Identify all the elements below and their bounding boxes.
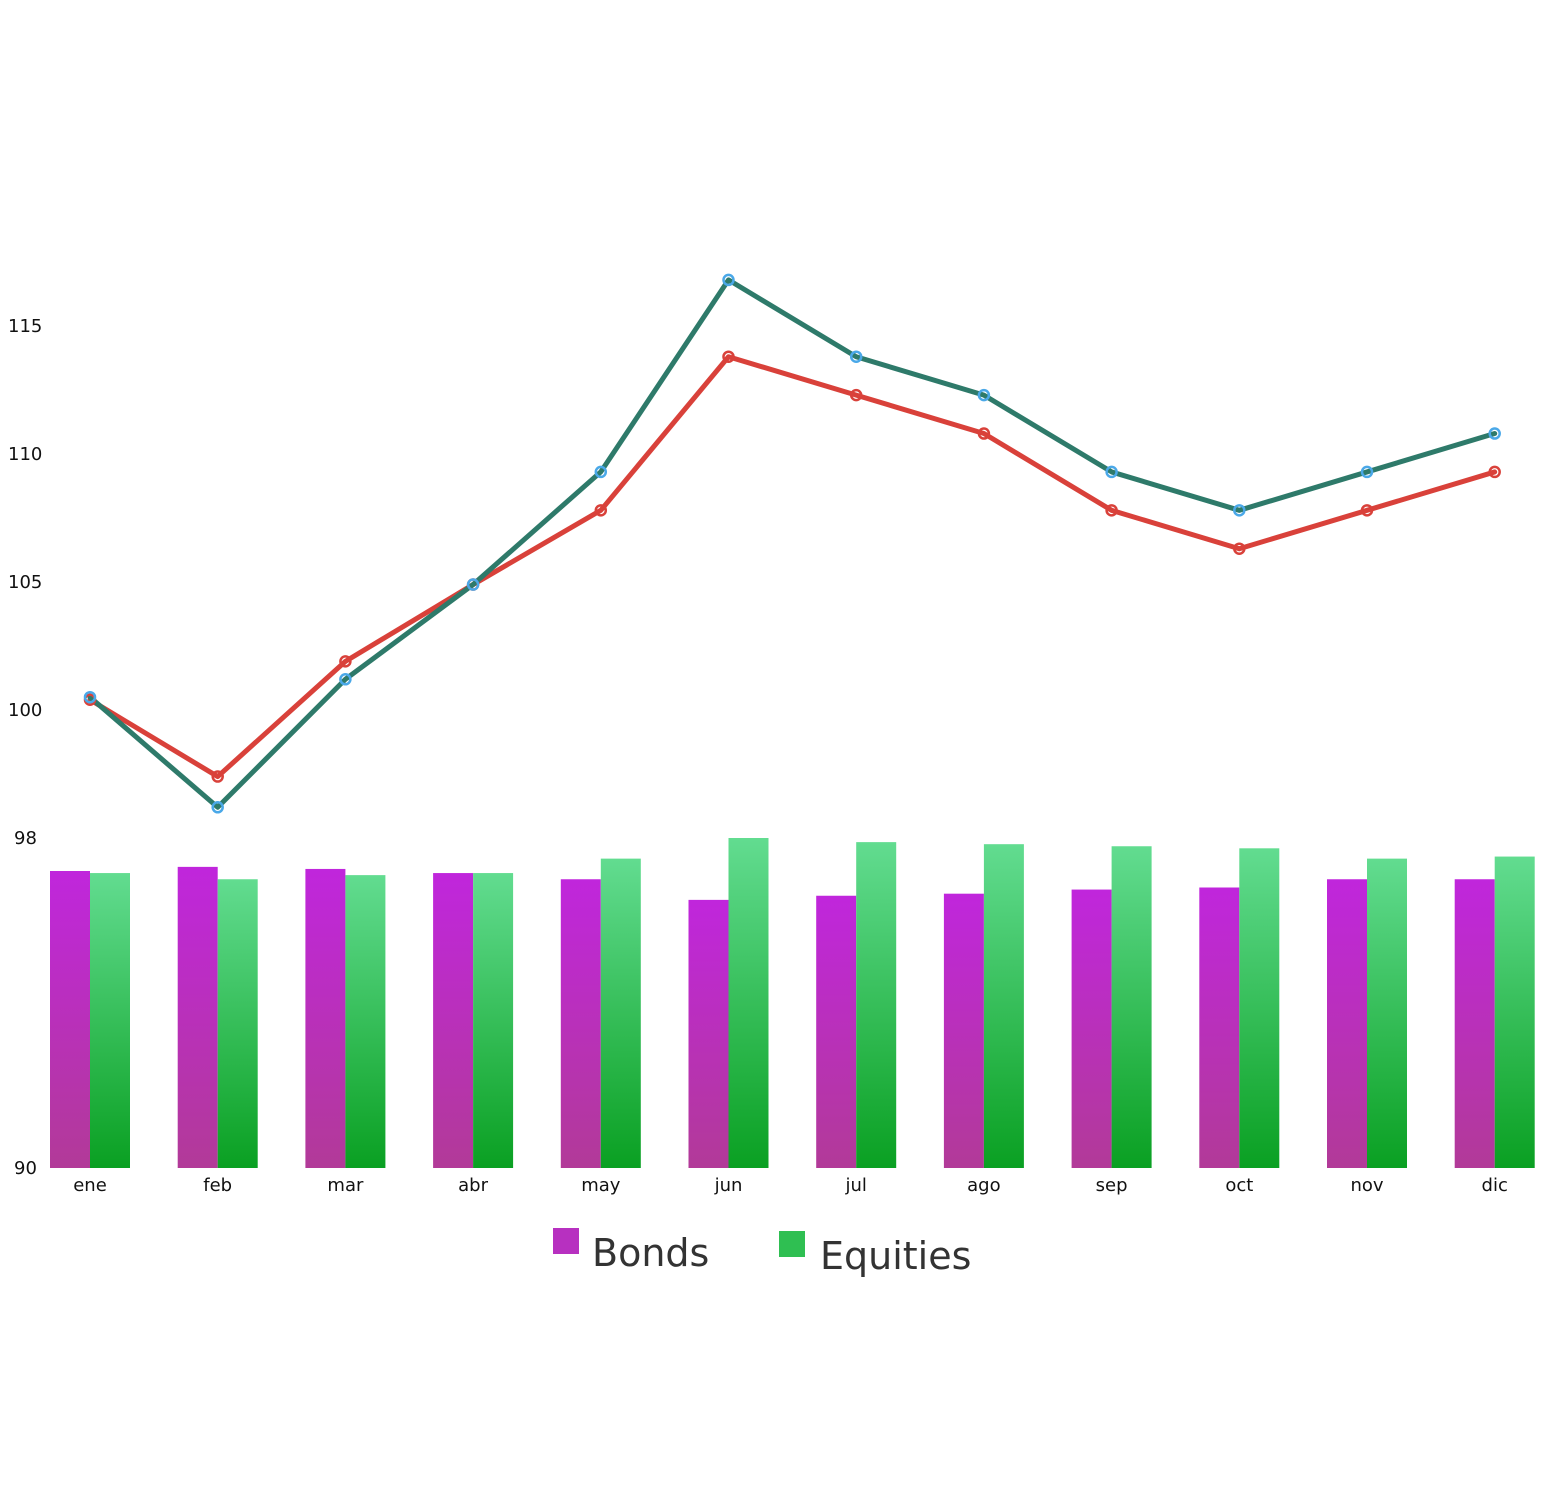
legend-swatch-bonds — [553, 1228, 579, 1254]
x-tick-label: may — [581, 1175, 621, 1196]
line-point-teal-abr — [466, 578, 480, 591]
x-axis: ene feb mar abr may jun jul ago sep oct nov dic — [73, 1175, 1508, 1196]
bar-bonds-dic — [1454, 879, 1495, 1168]
bar-bonds-jul — [816, 895, 857, 1168]
bar-equities-feb — [217, 879, 258, 1168]
x-tick-label: nov — [1350, 1175, 1383, 1196]
line-y-tick-115: 115 — [8, 316, 42, 337]
x-tick-label: sep — [1096, 1175, 1128, 1196]
bar-equities-mar — [345, 875, 386, 1168]
line-point-teal-mar — [339, 673, 352, 686]
bar-bonds-ago — [943, 893, 984, 1168]
x-tick-label: jun — [714, 1175, 743, 1196]
line-point-red-ago — [977, 427, 991, 440]
bar-equities-may — [600, 858, 641, 1168]
line-point-red-jun — [722, 350, 735, 363]
line-point-teal-dic — [1488, 427, 1501, 440]
bar-y-tick-98: 98 — [14, 828, 37, 849]
line-point-red-sep — [1105, 504, 1118, 517]
line-point-teal-feb — [211, 801, 224, 814]
line-point-teal-sep — [1105, 465, 1118, 479]
bar-panel: 90 98 — [14, 828, 1535, 1179]
line-point-red-feb — [211, 770, 224, 783]
x-tick-label: feb — [203, 1175, 232, 1196]
line-point-red-may — [594, 504, 608, 517]
bar-y-tick-90: 90 — [14, 1158, 37, 1179]
bar-equities-sep — [1111, 846, 1152, 1168]
line-point-red-jul — [849, 388, 863, 402]
x-tick-label: mar — [327, 1175, 364, 1196]
bar-equities-jun — [728, 838, 769, 1168]
bar-bonds-jun — [688, 899, 729, 1168]
x-tick-label: oct — [1225, 1175, 1253, 1196]
legend-swatch-equities — [779, 1231, 805, 1257]
line-series-teal — [87, 277, 1498, 810]
line-point-teal-jul — [849, 350, 863, 363]
line-point-red-nov — [1360, 504, 1374, 517]
line-point-teal-oct — [1233, 504, 1246, 517]
line-series-red — [87, 354, 1498, 780]
legend-label-bonds: Bonds — [592, 1231, 709, 1275]
bar-bonds-abr — [433, 873, 474, 1168]
line-y-tick-105: 105 — [8, 572, 42, 593]
line-panel: 100 105 110 115 — [8, 273, 1501, 814]
line-point-teal-ago — [977, 388, 991, 402]
bar-bonds-ene — [50, 871, 90, 1168]
legend-label-equities: Equities — [820, 1234, 971, 1278]
legend-item-bonds: Bonds — [553, 1228, 709, 1275]
line-point-teal-ene — [83, 690, 97, 704]
x-tick-label: ago — [967, 1175, 1000, 1196]
x-tick-label: dic — [1482, 1175, 1508, 1196]
legend: Bonds Equities — [553, 1228, 971, 1278]
line-y-tick-100: 100 — [8, 700, 42, 721]
bar-equities-ene — [90, 873, 130, 1168]
bar-bonds-sep — [1071, 889, 1112, 1168]
bar-bonds-mar — [305, 868, 346, 1168]
bar-equities-dic — [1494, 856, 1535, 1168]
x-tick-label: abr — [458, 1175, 488, 1196]
line-point-teal-may — [594, 465, 608, 479]
bar-equities-abr — [473, 873, 514, 1168]
x-tick-label: jul — [844, 1175, 866, 1196]
line-point-teal-jun — [722, 273, 735, 287]
line-y-tick-110: 110 — [8, 444, 42, 465]
bar-equities-nov — [1367, 858, 1407, 1168]
line-point-red-oct — [1233, 542, 1246, 555]
bar-equities-oct — [1239, 848, 1280, 1168]
x-tick-label: ene — [73, 1175, 107, 1196]
bar-equities-ago — [983, 844, 1024, 1168]
bar-equities-jul — [856, 842, 897, 1168]
bar-bonds-may — [560, 879, 601, 1168]
line-point-red-dic — [1488, 465, 1501, 479]
bar-bonds-feb — [177, 866, 218, 1168]
legend-item-equities: Equities — [779, 1231, 971, 1278]
line-point-red-mar — [339, 655, 352, 668]
bar-bonds-oct — [1199, 887, 1240, 1168]
bar-bonds-nov — [1327, 879, 1367, 1168]
line-point-teal-nov — [1360, 465, 1374, 479]
